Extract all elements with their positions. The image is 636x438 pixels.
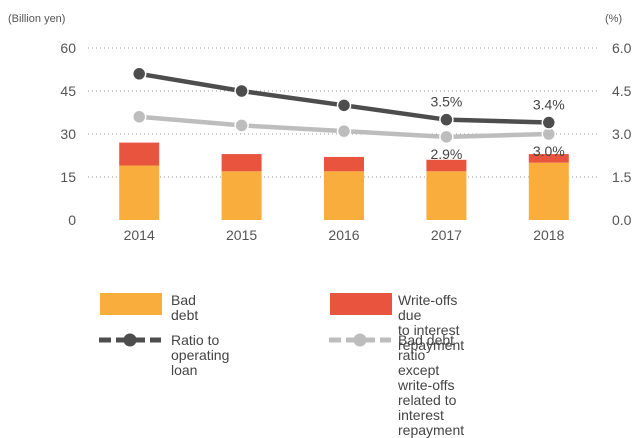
legend-label-ratio: Ratio to operating loan — [171, 333, 229, 378]
legend-label-except: Bad debt ratio except write-offs related… — [398, 333, 464, 438]
legend-text: related to interest repayment — [398, 392, 465, 438]
legend-text: to interest repayment — [398, 322, 465, 353]
legend-label-bad-debt: Bad debt — [171, 293, 198, 323]
bar-write-offs — [119, 142, 160, 166]
legend-label-writeoffs: Write-offs due to interest repayment — [398, 293, 464, 353]
line-series: 2.9% 3.0% 3.5% 3.4% — [131, 66, 565, 162]
point-ratio-except-writeoffs — [131, 109, 147, 125]
bar-series — [119, 142, 569, 220]
left-axis-ticks: 0 15 30 45 60 — [60, 40, 76, 228]
left-axis-unit: (Billion yen) — [8, 13, 65, 25]
left-tick-label: 45 — [60, 83, 76, 99]
right-tick-label: 3.0 — [612, 126, 632, 142]
point-ratio-to-operating-loan — [336, 98, 352, 113]
data-label: 2.9% — [430, 146, 462, 162]
left-tick-label: 60 — [60, 40, 76, 56]
bar-write-offs — [221, 154, 262, 172]
point-ratio-to-operating-loan — [541, 115, 557, 130]
left-tick-label: 15 — [60, 169, 76, 185]
point-ratio-to-operating-loan — [439, 112, 454, 127]
right-axis-ticks: 0.0 1.5 3.0 4.5 6.0 — [612, 40, 632, 228]
chart: (Billion yen) (%) 0 15 30 45 60 0.0 1.5 3.0 4.5… — [8, 13, 632, 243]
data-label: 3.0% — [533, 143, 565, 159]
x-axis-ticks: 2014 2015 2016 2017 2018 — [124, 227, 565, 243]
legend-text: Bad debt — [171, 292, 199, 323]
x-tick-label: 2018 — [533, 227, 564, 243]
data-label: 3.4% — [533, 97, 565, 113]
legend-swatch-bad-debt — [100, 293, 162, 315]
bar-bad-debt — [324, 171, 364, 220]
legend-swatch-writeoffs — [330, 293, 392, 315]
right-tick-label: 1.5 — [612, 169, 632, 185]
data-label: 3.5% — [430, 94, 462, 110]
bar-write-offs — [426, 159, 467, 172]
bar-bad-debt — [119, 165, 160, 220]
bar-bad-debt — [528, 162, 569, 220]
legend-text: Write-offs due — [398, 292, 458, 323]
legend-marker-ratio — [99, 333, 161, 347]
right-tick-label: 4.5 — [612, 83, 632, 99]
right-tick-label: 0.0 — [612, 212, 632, 228]
x-tick-label: 2016 — [328, 227, 359, 243]
left-tick-label: 0 — [68, 212, 76, 228]
x-tick-label: 2017 — [431, 227, 462, 243]
point-ratio-except-writeoffs — [234, 118, 249, 133]
legend-text: Bad debt ratio except write-offs — [398, 332, 455, 393]
point-ratio-to-operating-loan — [131, 66, 147, 82]
bar-write-offs — [324, 156, 364, 172]
point-ratio-except-writeoffs — [336, 123, 352, 139]
bar-bad-debt — [221, 171, 262, 220]
legend-marker-except — [329, 333, 391, 347]
x-tick-label: 2015 — [226, 227, 257, 243]
right-tick-label: 6.0 — [612, 40, 632, 56]
legend-text: Ratio to operating loan — [171, 332, 230, 378]
point-ratio-to-operating-loan — [234, 83, 249, 99]
left-tick-label: 30 — [60, 126, 76, 142]
x-tick-label: 2014 — [124, 227, 155, 243]
bar-write-offs — [528, 154, 569, 163]
right-axis-unit: (%) — [605, 13, 622, 25]
point-ratio-except-writeoffs — [439, 129, 454, 145]
bar-bad-debt — [426, 171, 467, 220]
